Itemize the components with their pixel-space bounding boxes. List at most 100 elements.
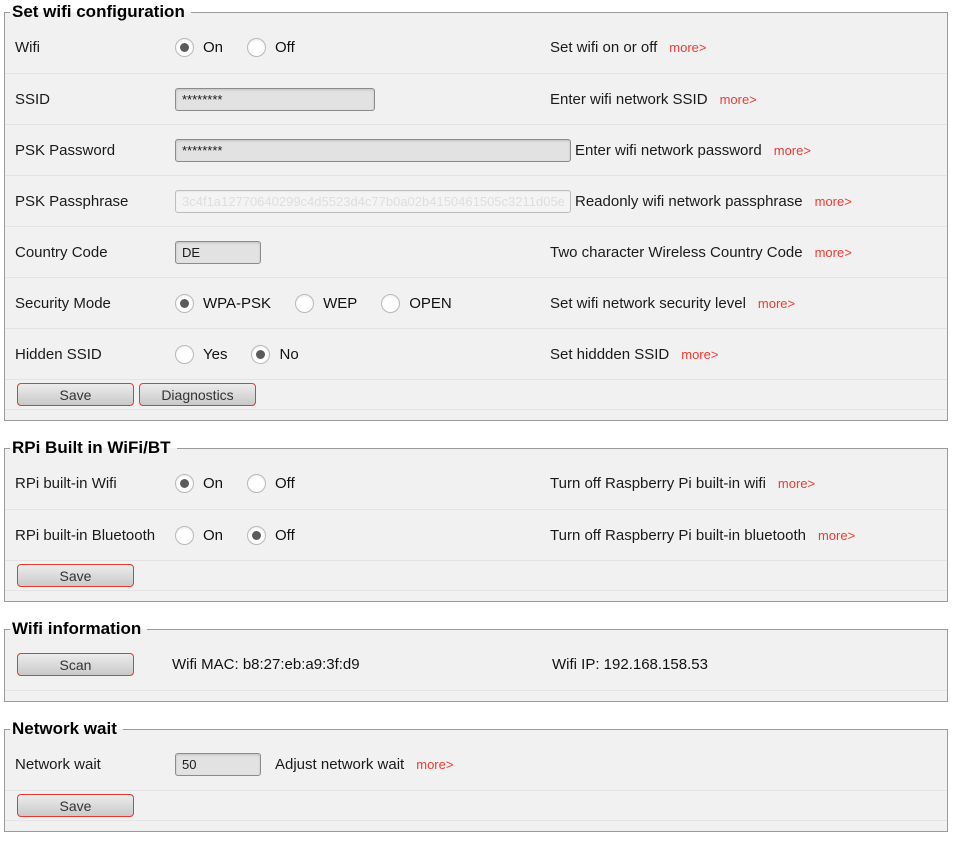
radio-unchecked-icon[interactable] <box>175 525 194 545</box>
network-wait-buttons: Save <box>5 790 947 820</box>
wifi-config-section: Set wifi configuration Wifi On Off Set w… <box>4 2 948 421</box>
ssid-more-link[interactable]: more> <box>719 91 757 107</box>
radio-checked-icon[interactable] <box>247 525 267 545</box>
country-code-control <box>175 240 550 264</box>
wifi-info-title: Wifi information <box>12 619 142 638</box>
network-wait-section: Network wait Network wait Adjust network… <box>4 719 948 832</box>
rpi-builtin-buttons: Save <box>5 560 947 590</box>
save-button[interactable]: Save <box>17 383 134 406</box>
rpi-bluetooth-radio-group: On Off <box>175 525 550 545</box>
security-mode-label: Security Mode <box>15 294 111 312</box>
rpi-bluetooth-on-label: On <box>203 526 224 544</box>
radio-checked-icon[interactable] <box>175 293 194 313</box>
panel-footer-divider <box>5 820 947 831</box>
hidden-ssid-row: Hidden SSID Yes No Set hiddden SSID more… <box>5 328 947 379</box>
diagnostics-button[interactable]: Diagnostics <box>139 383 256 406</box>
save-button[interactable]: Save <box>17 794 134 817</box>
rpi-bluetooth-label: RPi built-in Bluetooth <box>15 526 156 544</box>
wifi-on-option[interactable]: On <box>175 38 223 57</box>
psk-password-input[interactable] <box>175 138 571 162</box>
security-mode-more-link[interactable]: more> <box>757 295 796 311</box>
hidden-ssid-more-link[interactable]: more> <box>681 346 719 362</box>
wifi-config-buttons: Save Diagnostics <box>5 379 947 409</box>
psk-password-row: PSK Password Enter wifi network password… <box>5 124 947 175</box>
security-wep-option[interactable]: WEP <box>295 293 358 313</box>
wifi-off-option[interactable]: Off <box>247 38 295 57</box>
rpi-wifi-on-option[interactable]: On <box>175 474 223 493</box>
country-code-row: Country Code Two character Wireless Coun… <box>5 226 947 277</box>
psk-password-description: Enter wifi network password more> <box>575 142 947 159</box>
psk-password-more-link[interactable]: more> <box>773 142 811 158</box>
rpi-bluetooth-row: RPi built-in Bluetooth On Off Turn off R… <box>5 509 947 560</box>
rpi-wifi-description: Turn off Raspberry Pi built-in wifi more… <box>550 475 947 492</box>
psk-passphrase-input <box>175 189 571 213</box>
rpi-bluetooth-off-option[interactable]: Off <box>247 525 295 545</box>
wifi-more-link[interactable]: more> <box>669 40 707 55</box>
wifi-onoff-row: Wifi On Off Set wifi on or off more> <box>5 22 947 73</box>
psk-passphrase-row: PSK Passphrase Readonly wifi network pas… <box>5 175 947 226</box>
rpi-builtin-title: RPi Built in WiFi/BT <box>12 438 171 457</box>
panel-footer-divider <box>5 409 947 420</box>
hidden-ssid-description: Set hiddden SSID more> <box>550 346 947 363</box>
network-wait-desc-text: Adjust network wait <box>275 756 405 773</box>
rpi-bluetooth-more-link[interactable]: more> <box>817 527 856 543</box>
security-wep-label: WEP <box>323 294 358 312</box>
rpi-wifi-row: RPi built-in Wifi On Off Turn off Raspbe… <box>5 458 947 509</box>
psk-password-desc-text: Enter wifi network password <box>575 141 762 159</box>
scan-button-cell: Scan <box>15 653 172 676</box>
panel-footer-divider <box>5 590 947 601</box>
radio-checked-icon[interactable] <box>251 344 271 364</box>
hidden-ssid-no-label: No <box>279 345 299 363</box>
security-mode-radio-group: WPA-PSK WEP OPEN <box>175 293 550 313</box>
country-code-description: Two character Wireless Country Code more… <box>550 244 947 261</box>
radio-unchecked-icon[interactable] <box>175 344 194 364</box>
network-wait-label: Network wait <box>15 756 101 773</box>
rpi-wifi-desc-text: Turn off Raspberry Pi built-in wifi <box>550 475 766 492</box>
ssid-description: Enter wifi network SSID more> <box>550 91 947 108</box>
hidden-ssid-radio-group: Yes No <box>175 344 550 364</box>
security-mode-row: Security Mode WPA-PSK WEP OPEN Set wifi … <box>5 277 947 328</box>
security-wpa-psk-option[interactable]: WPA-PSK <box>175 293 271 313</box>
country-code-label: Country Code <box>15 243 108 261</box>
hidden-ssid-label: Hidden SSID <box>15 345 102 363</box>
wifi-ip-text: Wifi IP: 192.168.158.53 <box>552 656 708 673</box>
country-code-more-link[interactable]: more> <box>814 244 852 260</box>
security-open-option[interactable]: OPEN <box>381 293 452 313</box>
wifi-desc-text: Set wifi on or off <box>550 39 658 56</box>
wifi-description: Set wifi on or off more> <box>550 39 947 56</box>
wifi-on-label: On <box>203 39 224 56</box>
psk-passphrase-description: Readonly wifi network passphrase more> <box>575 193 947 210</box>
hidden-ssid-no-option[interactable]: No <box>251 344 299 364</box>
radio-unchecked-icon[interactable] <box>247 474 267 493</box>
ssid-input[interactable] <box>175 87 375 111</box>
country-code-input[interactable] <box>175 240 261 264</box>
wifi-info-row: Scan Wifi MAC: b8:27:eb:a9:3f:d9 Wifi IP… <box>5 639 947 690</box>
rpi-wifi-off-option[interactable]: Off <box>247 474 295 493</box>
psk-passphrase-more-link[interactable]: more> <box>814 193 852 209</box>
radio-unchecked-icon[interactable] <box>295 293 315 313</box>
wifi-radio-group: On Off <box>175 38 550 57</box>
network-wait-control <box>175 753 275 776</box>
ssid-row: SSID Enter wifi network SSID more> <box>5 73 947 124</box>
radio-unchecked-icon[interactable] <box>381 293 401 313</box>
wifi-mac-text: Wifi MAC: b8:27:eb:a9:3f:d9 <box>172 656 360 673</box>
radio-checked-icon[interactable] <box>175 38 194 57</box>
rpi-bluetooth-description: Turn off Raspberry Pi built-in bluetooth… <box>550 527 947 544</box>
psk-passphrase-control <box>175 189 575 213</box>
save-button[interactable]: Save <box>17 564 134 587</box>
security-mode-desc-text: Set wifi network security level <box>550 294 746 312</box>
rpi-wifi-more-link[interactable]: more> <box>777 476 816 491</box>
hidden-ssid-yes-option[interactable]: Yes <box>175 344 227 364</box>
radio-unchecked-icon[interactable] <box>247 38 267 57</box>
radio-checked-icon[interactable] <box>175 474 194 493</box>
rpi-wifi-label: RPi built-in Wifi <box>15 475 117 492</box>
psk-passphrase-label: PSK Passphrase <box>15 192 129 210</box>
network-wait-input[interactable] <box>175 753 261 776</box>
rpi-bluetooth-off-label: Off <box>275 526 295 544</box>
rpi-wifi-on-label: On <box>203 475 224 492</box>
network-wait-more-link[interactable]: more> <box>416 757 454 772</box>
country-code-desc-text: Two character Wireless Country Code <box>550 243 803 261</box>
scan-button[interactable]: Scan <box>17 653 134 676</box>
psk-password-control <box>175 138 575 162</box>
rpi-bluetooth-on-option[interactable]: On <box>175 525 224 545</box>
